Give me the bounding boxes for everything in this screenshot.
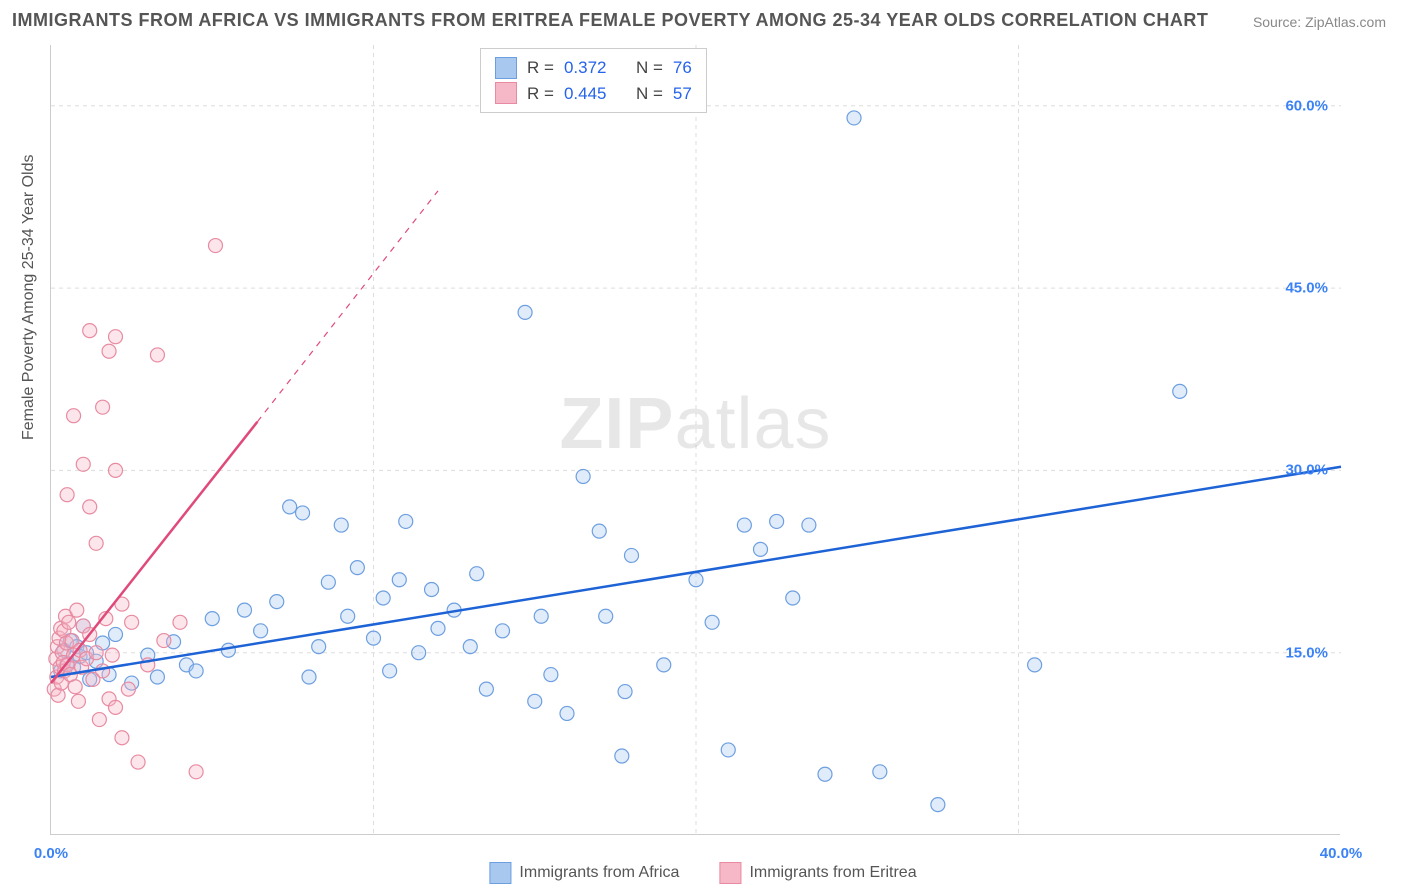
- legend-label-africa: Immigrants from Africa: [519, 864, 679, 882]
- source-label: Source: ZipAtlas.com: [1253, 14, 1386, 30]
- n-label: N =: [636, 55, 663, 81]
- ytick-label: 45.0%: [1285, 280, 1328, 297]
- legend-item-africa: Immigrants from Africa: [489, 862, 679, 884]
- xtick-label: 40.0%: [1320, 845, 1363, 862]
- y-axis-label: Female Poverty Among 25-34 Year Olds: [20, 155, 38, 441]
- stats-row-eritrea: R = 0.445 N = 57: [495, 81, 692, 107]
- plot-area: ZIPatlas 15.0%30.0%45.0%60.0%0.0%40.0%: [50, 45, 1340, 835]
- ytick-label: 15.0%: [1285, 644, 1328, 661]
- r-label: R =: [527, 55, 554, 81]
- xtick-label: 0.0%: [34, 845, 68, 862]
- scatter-chart: [51, 45, 1340, 834]
- r-value-eritrea: 0.445: [564, 81, 607, 107]
- bottom-legend: Immigrants from Africa Immigrants from E…: [489, 862, 916, 884]
- r-label: R =: [527, 81, 554, 107]
- swatch-eritrea: [495, 82, 517, 104]
- r-value-africa: 0.372: [564, 55, 607, 81]
- swatch-africa: [495, 57, 517, 79]
- chart-title: IMMIGRANTS FROM AFRICA VS IMMIGRANTS FRO…: [12, 10, 1208, 31]
- stats-legend-box: R = 0.372 N = 76 R = 0.445 N = 57: [480, 48, 707, 113]
- legend-swatch-eritrea: [719, 862, 741, 884]
- n-label: N =: [636, 81, 663, 107]
- n-value-eritrea: 57: [673, 81, 692, 107]
- legend-label-eritrea: Immigrants from Eritrea: [749, 864, 916, 882]
- stats-row-africa: R = 0.372 N = 76: [495, 55, 692, 81]
- n-value-africa: 76: [673, 55, 692, 81]
- ytick-label: 60.0%: [1285, 97, 1328, 114]
- legend-item-eritrea: Immigrants from Eritrea: [719, 862, 916, 884]
- ytick-label: 30.0%: [1285, 462, 1328, 479]
- legend-swatch-africa: [489, 862, 511, 884]
